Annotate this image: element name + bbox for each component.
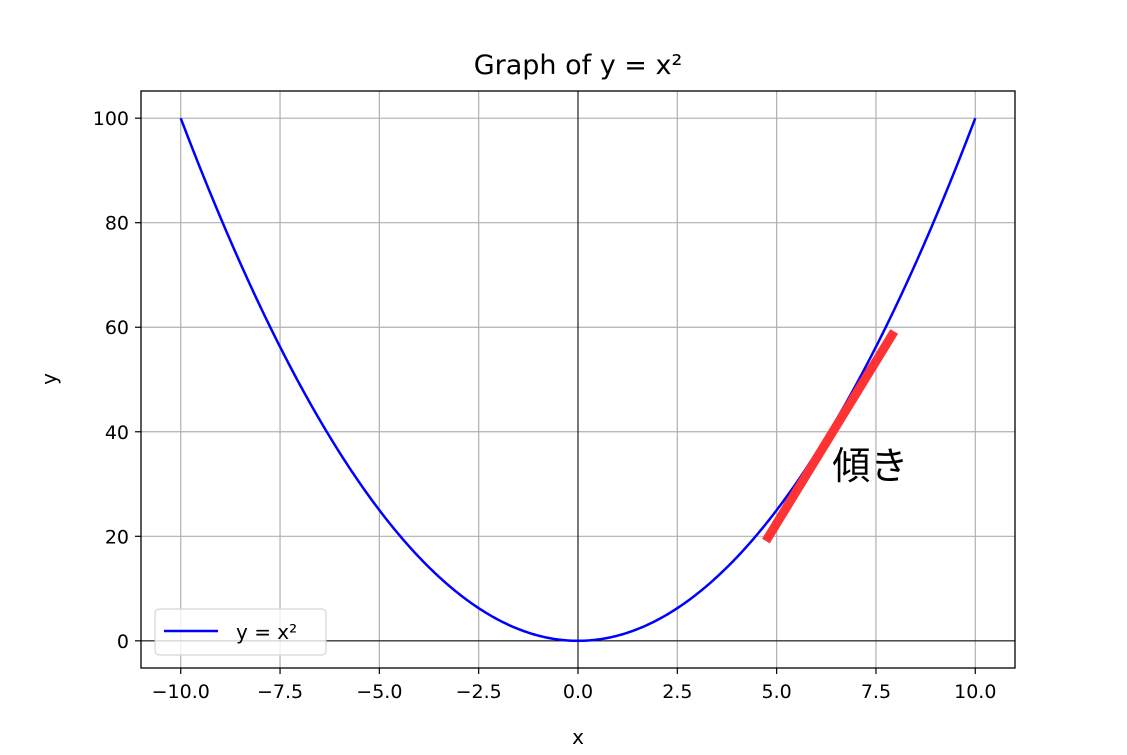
y-axis-label: y [37,373,61,385]
legend-box [154,608,327,656]
x-tick-label: −2.5 [456,681,502,703]
y-tick-label: 60 [105,317,129,339]
legend[interactable]: y = x² [154,608,327,656]
chart-title: Graph of y = x² [474,50,683,81]
x-tick-label: 7.5 [861,681,891,703]
x-ticks: −10.0 −7.5 −5.0 −2.5 0.0 2.5 5.0 7.5 10.0 [152,668,996,703]
x-tick-label: 0.0 [563,681,593,703]
x-tick-label: −10.0 [152,681,210,703]
x-tick-label: −7.5 [257,681,303,703]
slope-line [762,329,899,544]
x-tick-label: −5.0 [356,681,402,703]
y-tick-label: 40 [105,422,129,444]
y-tick-label: 20 [105,526,129,548]
legend-label: y = x² [236,620,297,644]
y-ticks: 0 20 40 60 80 100 [93,108,141,653]
x-tick-label: 2.5 [662,681,692,703]
reference-lines [141,91,1015,668]
slope-label: 傾き [832,444,908,488]
y-tick-label: 80 [105,213,129,235]
x-axis-label: x [572,725,584,749]
x-tick-label: 10.0 [954,681,996,703]
annotations: 傾き [762,329,908,544]
y-tick-label: 100 [93,108,129,130]
x-tick-label: 5.0 [762,681,792,703]
y-tick-label: 0 [117,631,129,653]
